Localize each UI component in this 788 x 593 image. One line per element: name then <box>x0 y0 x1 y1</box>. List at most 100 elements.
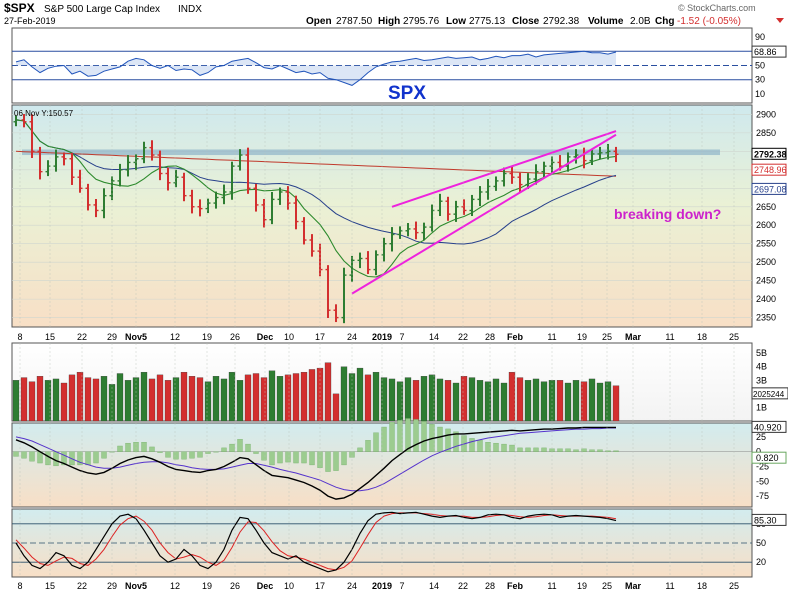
volume-bar <box>220 378 228 422</box>
volume-bar <box>68 374 76 422</box>
price-tick-label: 2550 <box>756 239 776 249</box>
price-bar <box>405 223 411 237</box>
volume-bar <box>92 378 100 422</box>
macd-histogram-bar <box>21 451 27 459</box>
price-bar <box>157 150 163 181</box>
volume-bar <box>564 382 572 422</box>
volume-bar <box>308 369 316 422</box>
macd-histogram-bar <box>45 451 51 466</box>
volume-bar <box>20 377 28 422</box>
volume-bar <box>412 380 420 422</box>
volume-bar <box>28 381 36 422</box>
date-label: 27-Feb-2019 <box>4 16 56 26</box>
price-bar <box>37 146 43 180</box>
x-tick-label-lower: 22 <box>458 581 468 591</box>
x-tick-label-lower: 17 <box>315 581 325 591</box>
resistance-band <box>22 149 720 156</box>
macd-histogram-bar <box>173 451 179 460</box>
macd-hist-value-box <box>751 451 787 464</box>
high-value: 2795.76 <box>403 16 440 27</box>
volume-tick-label: 1B <box>756 402 767 412</box>
low-value: 2775.13 <box>469 16 506 27</box>
macd-histogram-bar <box>13 451 19 457</box>
wedge-lower-line <box>351 133 617 295</box>
rsi-fill <box>16 51 616 86</box>
macd-histogram-bar <box>77 451 83 466</box>
x-tick-label-upper: 22 <box>458 332 468 342</box>
price-bar <box>469 194 475 216</box>
macd-histogram-bar <box>85 451 91 466</box>
price-bar <box>597 146 603 160</box>
x-tick-label-upper: 18 <box>697 332 707 342</box>
macd-histogram-bar <box>557 448 563 452</box>
price-bar <box>365 251 371 275</box>
macd-histogram-bar <box>389 422 395 452</box>
price-bar <box>261 199 267 228</box>
rsi-tick-label: 30 <box>755 75 765 85</box>
volume-bar <box>356 367 364 422</box>
volume-bar <box>172 377 180 422</box>
x-tick-label-lower: Nov5 <box>125 581 147 591</box>
macd-histogram-bar <box>141 442 147 452</box>
macd-histogram-bar <box>253 451 259 454</box>
breaking-down-annotation: breaking down? <box>614 206 721 222</box>
x-tick-label-lower: 19 <box>202 581 212 591</box>
price-bar <box>53 149 59 172</box>
price-value-box <box>751 147 787 160</box>
macd-histogram-bar <box>573 449 579 452</box>
macd-histogram-bar <box>229 443 235 452</box>
price-bar <box>21 114 27 128</box>
volume-bar <box>116 373 124 422</box>
volume-bar <box>444 380 452 422</box>
price-tick-label: 2900 <box>756 109 776 119</box>
volume-value: 2.0B <box>630 16 651 27</box>
price-tick-label: 2400 <box>756 294 776 304</box>
price-bar <box>13 115 19 127</box>
macd-histogram-bar <box>157 451 163 453</box>
price-value-label: 2748.96 <box>754 165 787 175</box>
volume-bar <box>36 376 44 422</box>
x-tick-label-lower: Dec <box>257 581 274 591</box>
volume-bar <box>436 378 444 422</box>
price-bar <box>221 184 227 205</box>
macd-histogram-bar <box>581 448 587 452</box>
x-tick-label-lower: 11 <box>547 581 556 591</box>
macd-histogram-bar <box>525 447 531 452</box>
macd-histogram-bar <box>517 447 523 452</box>
macd-histogram-bar <box>565 448 571 452</box>
volume-bar <box>180 371 188 422</box>
price-bar <box>117 163 123 187</box>
chart-header: $SPX S&P 500 Large Cap Index INDX 27-Feb… <box>4 1 784 27</box>
x-tick-label-lower: 2019 <box>372 581 392 591</box>
stochastic-value-box <box>751 513 787 526</box>
volume-bar <box>540 381 548 422</box>
rsi-tick-label: 90 <box>755 32 765 42</box>
macd-signal-line <box>15 427 616 492</box>
volume-bar <box>596 382 604 422</box>
price-bar <box>525 173 531 190</box>
macd-histogram-bar <box>413 419 419 452</box>
volume-bar <box>276 376 284 422</box>
price-bar <box>301 217 307 245</box>
x-tick-label-upper: 11 <box>665 332 674 342</box>
x-tick-label-upper: 29 <box>107 332 117 342</box>
price-bar <box>205 198 211 214</box>
volume-bar <box>468 377 476 422</box>
price-bar <box>285 186 291 210</box>
volume-bar <box>500 382 508 422</box>
chg-down-arrow-icon <box>776 18 784 23</box>
volume-bar <box>332 393 340 422</box>
macd-histogram-bar <box>365 440 371 452</box>
x-tick-label-lower: 25 <box>729 581 739 591</box>
macd-histogram-bar <box>301 451 307 464</box>
price-bar <box>269 191 275 225</box>
volume-bar <box>76 371 84 422</box>
x-tick-label-lower: 19 <box>577 581 587 591</box>
macd-tick-label: 25 <box>756 432 766 442</box>
macd-histogram-bar <box>453 431 459 452</box>
price-bar <box>373 250 379 276</box>
x-tick-label-lower: 7 <box>399 581 404 591</box>
macd-value-label: 40.920 <box>754 422 782 432</box>
price-tick-label: 2850 <box>756 128 776 138</box>
price-tick-label: 2500 <box>756 257 776 267</box>
